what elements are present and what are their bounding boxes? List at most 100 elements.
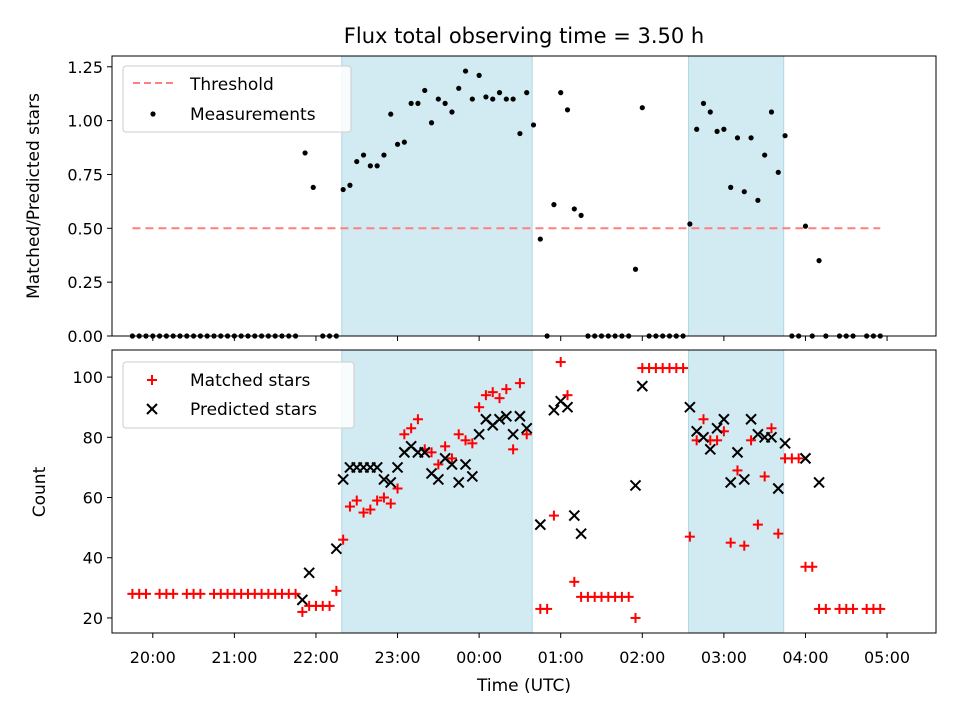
matched-point	[712, 435, 723, 446]
measurement-point	[782, 133, 788, 139]
predicted-point	[391, 461, 404, 474]
y-tick-label: 0.25	[67, 273, 103, 292]
predicted-point	[568, 509, 581, 522]
count-x-axis: 20:00 21:00 22:00 23:00 00:00 01:00 02:00 03:00…	[130, 633, 910, 667]
matched-point	[412, 414, 423, 425]
matched-point	[290, 588, 301, 599]
predicted-point	[371, 461, 383, 474]
matched-point	[732, 465, 743, 476]
observing-bands-lower	[341, 349, 785, 634]
matched-point	[446, 453, 457, 464]
ratio-x-ticks	[152, 336, 888, 341]
predicted-point	[779, 437, 791, 450]
ratio-panel: 0.00 0.25 0.50 0.75 1.00 1.25 Matched/Predict…	[24, 55, 937, 346]
count-panel: 20 40 60 80 100 20:00 21:00 22:00 23:00 00:00 01:…	[30, 349, 937, 696]
predicted-point	[303, 567, 315, 579]
measurement-point	[388, 111, 394, 117]
predicted-point	[636, 380, 649, 392]
predicted-point	[459, 458, 472, 471]
x-tick-label: 23:00	[374, 648, 420, 667]
matched-point	[569, 576, 580, 587]
measurement-point	[768, 109, 775, 115]
x-tick-label: 22:00	[293, 648, 339, 667]
measurement-point	[551, 202, 557, 208]
predicted-point	[453, 476, 465, 489]
ratio-legend: Threshold Measurements	[122, 65, 352, 133]
predicted-point	[507, 428, 519, 441]
series-predicted-stars	[296, 380, 825, 606]
measurement-point	[381, 152, 387, 158]
predicted-point	[561, 401, 574, 413]
matched-point	[848, 603, 859, 614]
predicted-point	[432, 473, 445, 486]
predicted-point	[772, 482, 784, 495]
predicted-point	[446, 458, 458, 471]
matched-point	[562, 390, 573, 401]
matched-point	[508, 444, 519, 455]
predicted-point	[296, 594, 309, 606]
predicted-point	[385, 476, 397, 489]
x-tick-label: 02:00	[619, 648, 665, 667]
measurement-point	[755, 197, 761, 203]
predicted-point	[704, 443, 716, 456]
measurement-point	[415, 100, 421, 106]
predicted-point	[330, 542, 343, 555]
measurement-point	[442, 100, 448, 106]
measurement-point	[428, 120, 435, 126]
predicted-point	[752, 428, 764, 441]
count-y-axis-label: Count	[30, 466, 50, 517]
predicted-point	[724, 476, 737, 489]
matched-point	[195, 588, 206, 599]
matched-point	[752, 519, 763, 530]
matched-point	[140, 588, 151, 599]
measurement-point	[401, 139, 407, 145]
matched-point	[875, 603, 886, 614]
matched-point	[807, 561, 818, 572]
matched-point	[440, 441, 451, 452]
legend-matched-label: Matched stars	[190, 371, 310, 391]
measurements-series	[129, 68, 883, 339]
observing-band-1	[341, 349, 533, 634]
x-tick-label: 05:00	[864, 648, 910, 667]
predicted-point	[514, 410, 526, 422]
measurement-point	[510, 96, 516, 102]
predicted-point	[378, 473, 390, 486]
predicted-point	[745, 413, 757, 425]
measurement-point	[310, 184, 316, 190]
y-tick-label: 100	[72, 368, 103, 387]
measurement-point	[578, 212, 584, 218]
series-measurements	[129, 68, 883, 339]
measurement-point	[571, 206, 577, 212]
x-tick-label: 04:00	[782, 648, 828, 667]
predicted-point	[684, 401, 696, 413]
matched-point	[501, 384, 512, 395]
measurement-point	[802, 223, 809, 229]
matched-point	[820, 603, 831, 614]
measurement-point	[537, 236, 543, 242]
matched-point	[365, 504, 376, 515]
predicted-point	[575, 527, 587, 540]
y-tick-label: 80	[83, 428, 103, 447]
measurement-point	[741, 189, 747, 195]
matched-point	[392, 483, 403, 494]
measurement-point	[354, 158, 360, 165]
measurement-point	[748, 135, 754, 141]
measurement-point	[687, 221, 693, 227]
predicted-point	[534, 518, 547, 531]
predicted-point	[711, 422, 723, 434]
x-tick-label: 03:00	[701, 648, 747, 667]
y-tick-label: 20	[83, 609, 103, 628]
measurement-point	[728, 184, 734, 190]
predicted-point	[473, 428, 485, 441]
matched-point	[338, 534, 349, 545]
measurement-point	[762, 152, 768, 158]
matched-point	[542, 603, 553, 614]
measurement-point	[462, 68, 469, 74]
matched-point	[766, 423, 777, 434]
matched-point	[480, 390, 491, 401]
predicted-point	[466, 470, 479, 483]
matched-point	[759, 471, 770, 482]
chart-title: Flux total observing time = 3.50 h	[344, 24, 704, 48]
observing-bands	[341, 55, 785, 337]
